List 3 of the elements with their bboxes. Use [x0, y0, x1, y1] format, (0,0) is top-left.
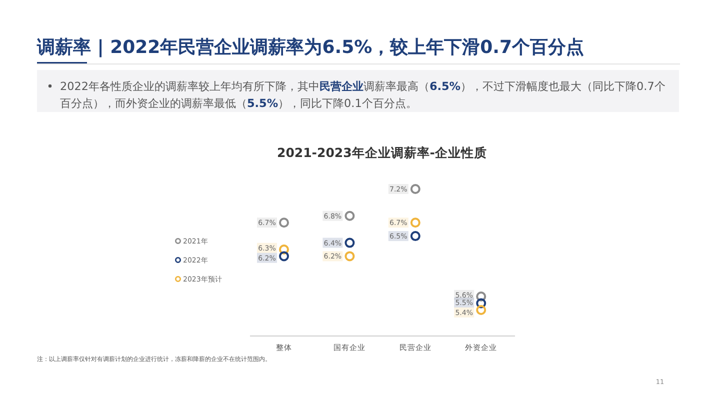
- chart-title: 调薪率 | 2022年民营企业调薪率为6.5%，较上年下滑0.7个百分点: [36, 37, 584, 58]
- text: 2022年各性质企业的调薪率较上年均有所下降，其中民营企业调薪率最高（6.5%），不过下滑幅度也最大（同比下降0.7个百分点），而外资企业的调薪率最低（5.5%），同比下降0.1个百分点。: [60, 80, 666, 110]
- text: 2021-2023年企业调薪率-企业性质: [277, 145, 487, 160]
